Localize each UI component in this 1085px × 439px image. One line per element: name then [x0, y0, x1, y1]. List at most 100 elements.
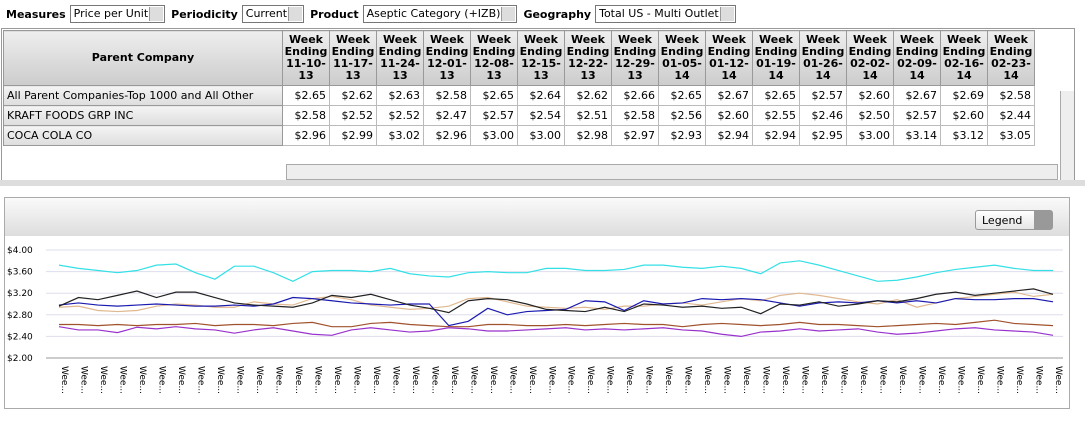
cell: $2.51 — [564, 105, 612, 126]
x-tick-label: Wee... — [936, 366, 946, 394]
splitter[interactable] — [0, 180, 1085, 186]
row-label[interactable]: All Parent Companies-Top 1000 and All Ot… — [3, 85, 283, 106]
cell: $2.94 — [705, 125, 753, 146]
row-label[interactable]: COCA COLA CO — [3, 125, 283, 146]
column-header[interactable]: Week Ending 12-29-13 — [611, 30, 659, 86]
series-line — [58, 260, 1053, 282]
x-tick-label: Wee... — [995, 366, 1005, 394]
x-tick-label: Wee... — [254, 366, 264, 394]
cell: $2.62 — [564, 85, 612, 106]
cell: $2.94 — [752, 125, 800, 146]
x-tick-label: Wee... — [839, 366, 849, 394]
filter-select[interactable]: Total US - Multi Outlet — [595, 5, 736, 23]
vertical-scrollbar[interactable] — [1060, 91, 1074, 181]
cell: $2.97 — [611, 125, 659, 146]
x-tick-label: Wee... — [1034, 366, 1044, 394]
filter-label: Periodicity — [171, 7, 238, 21]
x-tick-label: Wee... — [410, 366, 420, 394]
filter-label: Geography — [523, 7, 592, 21]
x-tick-label: Wee... — [156, 366, 166, 394]
series-line — [58, 296, 1054, 327]
x-tick-label: Wee... — [975, 366, 985, 394]
cell: $2.58 — [987, 85, 1035, 106]
cell: $3.00 — [517, 125, 565, 146]
cell: $2.60 — [705, 105, 753, 126]
column-header[interactable]: Week Ending 12-08-13 — [470, 30, 518, 86]
column-header[interactable]: Week Ending 12-15-13 — [517, 30, 565, 86]
filter-select[interactable]: Price per Unit — [69, 5, 166, 23]
x-tick-label: Wee... — [98, 366, 108, 394]
x-tick-label: Wee... — [351, 366, 361, 394]
column-header[interactable]: Week Ending 12-22-13 — [564, 30, 612, 86]
cell: $2.50 — [846, 105, 894, 126]
filter-select[interactable]: Current — [241, 5, 305, 23]
x-tick-label: Wee... — [897, 366, 907, 394]
horizontal-scrollbar[interactable] — [286, 164, 1058, 180]
x-tick-label: Wee... — [644, 366, 654, 394]
column-header[interactable]: Week Ending 12-01-13 — [423, 30, 471, 86]
column-header[interactable]: Week Ending 02-16-14 — [940, 30, 988, 86]
cell: $3.00 — [846, 125, 894, 146]
cell: $2.44 — [987, 105, 1035, 126]
x-tick-label: Wee... — [780, 366, 790, 394]
chart: $2.00 $2.40 $2.80 $3.20 $3.60 $4.00 Wee... Wee.… — [7, 246, 1063, 394]
x-tick-label: Wee... — [878, 366, 888, 394]
cell: $2.96 — [423, 125, 471, 146]
x-tick-label: Wee... — [59, 366, 69, 394]
row-label[interactable]: KRAFT FOODS GRP INC — [3, 105, 283, 126]
x-tick-label: Wee... — [507, 366, 517, 394]
cell: $2.47 — [423, 105, 471, 126]
cell: $2.93 — [658, 125, 706, 146]
column-header[interactable]: Week Ending 01-19-14 — [752, 30, 800, 86]
x-tick-label: Wee... — [663, 366, 673, 394]
series-line — [58, 288, 1054, 315]
x-tick-label: Wee... — [429, 366, 439, 394]
cell: $2.58 — [611, 105, 659, 126]
cell: $2.55 — [752, 105, 800, 126]
column-header[interactable]: Week Ending 11-10-13 — [282, 30, 330, 86]
y-tick-label: $2.00 — [7, 354, 33, 364]
cell: $2.67 — [893, 85, 941, 106]
cell: $2.65 — [752, 85, 800, 106]
cell: $2.66 — [611, 85, 659, 106]
cell: $3.02 — [376, 125, 424, 146]
filter-label: Product — [310, 7, 359, 21]
data-grid: Parent Company Week Ending 11-10-13 Week E… — [1, 28, 1075, 182]
column-header[interactable]: Week Ending 11-17-13 — [329, 30, 377, 86]
column-header[interactable]: Week Ending 01-05-14 — [658, 30, 706, 86]
filter-select[interactable]: Aseptic Category (+IZB) — [362, 5, 518, 23]
cell: $2.62 — [329, 85, 377, 106]
x-tick-label: Wee... — [371, 366, 381, 394]
y-tick-label: $4.00 — [7, 246, 33, 256]
cell: $2.56 — [658, 105, 706, 126]
table-row: All Parent Companies-Top 1000 and All Ot… — [3, 85, 1035, 106]
x-tick-label: Wee... — [858, 366, 868, 394]
cell: $2.52 — [376, 105, 424, 126]
column-header[interactable]: Week Ending 01-26-14 — [799, 30, 847, 86]
cell: $2.95 — [799, 125, 847, 146]
x-tick-label: Wee... — [215, 366, 225, 394]
column-header[interactable]: Week Ending 11-24-13 — [376, 30, 424, 86]
column-header[interactable]: Week Ending 02-02-14 — [846, 30, 894, 86]
cell: $2.64 — [517, 85, 565, 106]
filter-label: Measures — [6, 7, 66, 21]
cell: $2.46 — [799, 105, 847, 126]
legend-button[interactable]: Legend — [975, 210, 1053, 230]
cell: $2.69 — [940, 85, 988, 106]
series-line — [59, 319, 1054, 328]
cell: $3.05 — [987, 125, 1035, 146]
cell: $2.65 — [282, 85, 330, 106]
panel-header — [5, 198, 1069, 236]
x-tick-label: Wee... — [449, 366, 459, 394]
cell: $2.54 — [517, 105, 565, 126]
cell: $2.57 — [893, 105, 941, 126]
cell: $3.12 — [940, 125, 988, 146]
x-tick-label: Wee... — [819, 366, 829, 394]
cell: $2.99 — [329, 125, 377, 146]
corner-header[interactable]: Parent Company — [3, 30, 283, 86]
x-tick-label: Wee... — [488, 366, 498, 394]
y-tick-label: $2.80 — [7, 311, 33, 321]
column-header[interactable]: Week Ending 02-23-14 — [987, 30, 1035, 86]
column-header[interactable]: Week Ending 01-12-14 — [705, 30, 753, 86]
column-header[interactable]: Week Ending 02-09-14 — [893, 30, 941, 86]
